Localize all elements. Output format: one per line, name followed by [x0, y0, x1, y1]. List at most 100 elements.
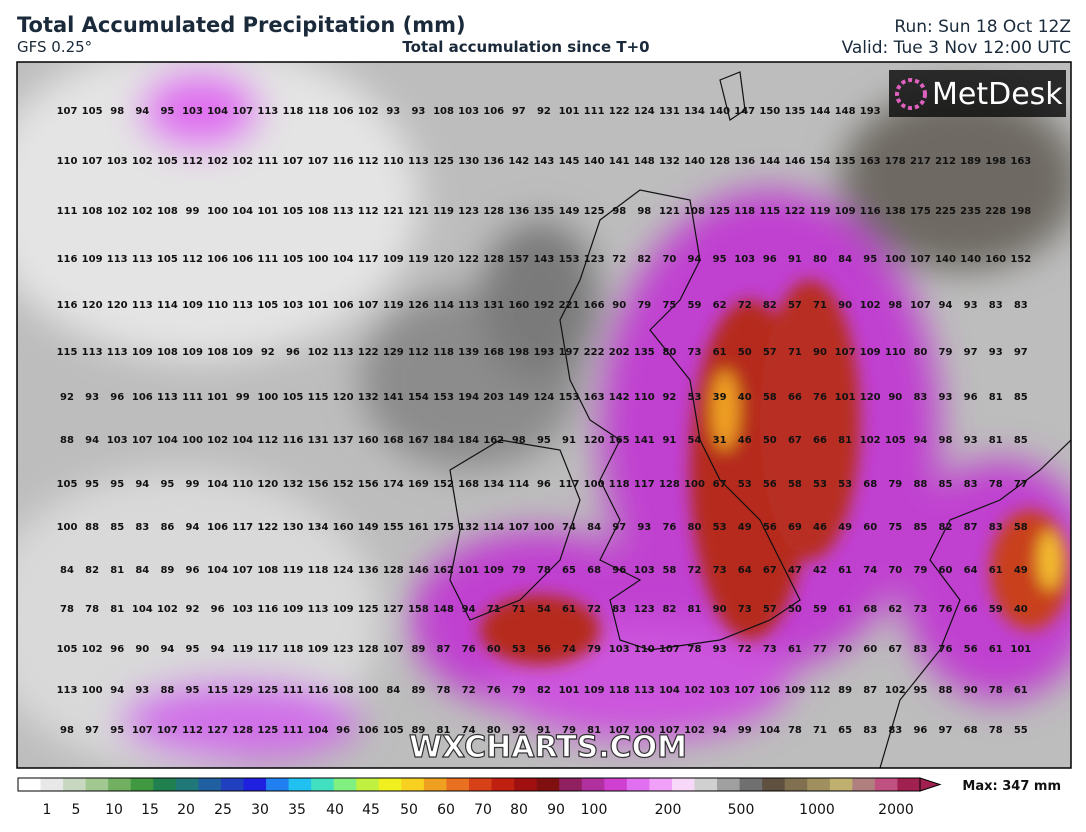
grid-value: 105 [157, 254, 178, 265]
grid-value: 95 [186, 685, 200, 696]
grid-value: 62 [888, 604, 902, 615]
grid-value: 99 [738, 725, 752, 736]
grid-value: 50 [738, 347, 752, 358]
grid-value: 83 [888, 725, 902, 736]
grid-value: 109 [483, 565, 504, 576]
colorbar-swatch [491, 778, 515, 791]
grid-value: 140 [960, 254, 981, 265]
colorbar-label: 25 [214, 802, 232, 818]
grid-value: 74 [462, 725, 476, 736]
grid-value: 105 [282, 254, 303, 265]
grid-value: 96 [537, 479, 551, 490]
grid-value: 118 [282, 644, 303, 655]
colorbar-label: 80 [510, 802, 528, 818]
grid-value: 101 [458, 565, 479, 576]
grid-value: 111 [584, 106, 605, 117]
grid-value: 71 [487, 604, 501, 615]
colorbar-swatch [333, 778, 357, 791]
grid-value: 72 [738, 300, 752, 311]
grid-value: 61 [838, 604, 852, 615]
grid-value: 198 [1010, 206, 1031, 217]
grid-value: 104 [659, 685, 680, 696]
grid-value: 110 [57, 156, 78, 167]
grid-value: 100 [885, 254, 906, 265]
grid-value: 61 [788, 644, 802, 655]
grid-value: 91 [662, 435, 676, 446]
grid-value: 174 [383, 479, 404, 490]
grid-value: 109 [232, 347, 253, 358]
grid-value: 120 [860, 392, 881, 403]
grid-value: 121 [383, 206, 404, 217]
grid-value: 53 [838, 479, 852, 490]
grid-value: 122 [609, 106, 630, 117]
grid-value: 87 [863, 685, 877, 696]
grid-value: 103 [107, 156, 128, 167]
grid-value: 71 [813, 725, 827, 736]
grid-value: 86 [160, 522, 174, 533]
grid-value: 53 [738, 479, 752, 490]
grid-value: 80 [813, 254, 827, 265]
grid-value: 90 [888, 392, 902, 403]
grid-value: 101 [559, 685, 580, 696]
grid-value: 120 [82, 300, 103, 311]
grid-value: 89 [411, 685, 425, 696]
grid-value: 101 [207, 392, 228, 403]
grid-value: 135 [533, 206, 554, 217]
grid-value: 150 [759, 106, 780, 117]
grid-value: 96 [110, 644, 124, 655]
grid-value: 147 [734, 106, 755, 117]
colorbar-swatch [243, 778, 267, 791]
grid-value: 84 [587, 522, 601, 533]
grid-value: 66 [813, 435, 827, 446]
grid-value: 60 [863, 644, 877, 655]
grid-value: 112 [810, 685, 831, 696]
colorbar-swatch [536, 778, 560, 791]
grid-value: 145 [559, 156, 580, 167]
grid-value: 141 [609, 156, 630, 167]
grid-value: 85 [1014, 435, 1028, 446]
grid-value: 95 [160, 106, 174, 117]
grid-value: 94 [688, 254, 702, 265]
grid-value: 118 [609, 685, 630, 696]
grid-value: 113 [57, 685, 78, 696]
colorbar-swatch [604, 778, 628, 791]
grid-value: 81 [838, 435, 852, 446]
grid-value: 113 [82, 347, 103, 358]
colorbar-label: 70 [474, 802, 492, 818]
grid-value: 130 [458, 156, 479, 167]
grid-value: 107 [609, 725, 630, 736]
grid-value: 97 [612, 522, 626, 533]
grid-value: 67 [713, 479, 727, 490]
grid-value: 90 [135, 644, 149, 655]
colorbar-label: 15 [141, 802, 159, 818]
grid-value: 94 [913, 435, 927, 446]
grid-value: 128 [709, 156, 730, 167]
grid-value: 120 [584, 435, 605, 446]
colorbar-label: 1000 [799, 802, 835, 818]
colorbar-label: 1 [43, 802, 52, 818]
grid-value: 149 [358, 522, 379, 533]
grid-value: 123 [458, 206, 479, 217]
grid-value: 160 [358, 435, 379, 446]
grid-value: 160 [508, 300, 529, 311]
grid-value: 111 [57, 206, 78, 217]
grid-value: 117 [257, 644, 278, 655]
grid-value: 94 [110, 685, 124, 696]
grid-value: 92 [512, 725, 526, 736]
grid-value: 184 [458, 435, 479, 446]
grid-value: 72 [688, 565, 702, 576]
colorbar-label: 35 [288, 802, 306, 818]
grid-value: 116 [860, 206, 881, 217]
grid-value: 149 [508, 392, 529, 403]
grid-value: 104 [132, 604, 153, 615]
grid-value: 119 [232, 644, 253, 655]
colorbar-swatch [852, 778, 876, 791]
grid-value: 113 [308, 604, 329, 615]
grid-value: 87 [437, 644, 451, 655]
grid-value: 75 [888, 522, 902, 533]
grid-value: 53 [688, 392, 702, 403]
grid-value: 58 [1014, 522, 1028, 533]
grid-value: 99 [236, 392, 250, 403]
grid-value: 104 [333, 254, 354, 265]
grid-value: 55 [1014, 725, 1028, 736]
